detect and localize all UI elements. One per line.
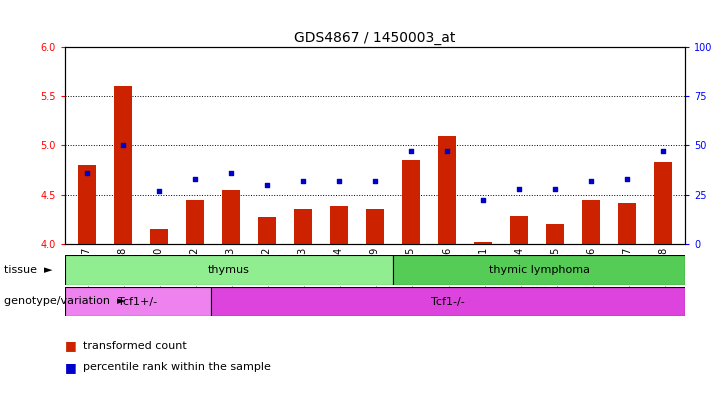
Point: [477, 197, 489, 204]
Bar: [78, 165, 95, 244]
Text: ■: ■: [65, 339, 76, 353]
Text: percentile rank within the sample: percentile rank within the sample: [83, 362, 271, 373]
Bar: [402, 160, 420, 244]
Point: [585, 178, 597, 184]
Bar: [293, 209, 311, 244]
Bar: [654, 162, 672, 244]
Bar: [150, 229, 167, 244]
Bar: [257, 217, 275, 244]
Point: [189, 176, 200, 182]
Point: [622, 176, 633, 182]
Point: [153, 187, 164, 194]
Point: [441, 148, 453, 154]
Bar: [185, 200, 203, 244]
Point: [297, 178, 309, 184]
Point: [117, 142, 128, 149]
Point: [81, 170, 92, 176]
Text: ■: ■: [65, 361, 76, 374]
Bar: [438, 136, 456, 244]
Bar: [114, 86, 131, 244]
Bar: [366, 209, 384, 244]
Bar: [65, 287, 211, 316]
Bar: [547, 224, 564, 244]
Bar: [211, 287, 685, 316]
Point: [369, 178, 381, 184]
Text: Tcf1-/-: Tcf1-/-: [431, 297, 465, 307]
Text: tissue  ►: tissue ►: [4, 265, 52, 275]
Text: Tcf1+/-: Tcf1+/-: [118, 297, 157, 307]
Bar: [582, 200, 600, 244]
Point: [225, 170, 236, 176]
Bar: [618, 203, 636, 244]
Bar: [329, 206, 348, 244]
Point: [405, 148, 417, 154]
Point: [333, 178, 345, 184]
Point: [658, 148, 669, 154]
Bar: [474, 242, 492, 244]
Text: genotype/variation  ►: genotype/variation ►: [4, 296, 125, 307]
Point: [549, 185, 561, 192]
Bar: [65, 255, 393, 285]
Text: transformed count: transformed count: [83, 341, 187, 351]
Text: thymus: thymus: [208, 265, 250, 275]
Title: GDS4867 / 1450003_at: GDS4867 / 1450003_at: [294, 31, 456, 45]
Point: [261, 182, 273, 188]
Bar: [222, 189, 239, 244]
Bar: [393, 255, 685, 285]
Text: thymic lymphoma: thymic lymphoma: [489, 265, 590, 275]
Point: [513, 185, 525, 192]
Bar: [510, 216, 528, 244]
